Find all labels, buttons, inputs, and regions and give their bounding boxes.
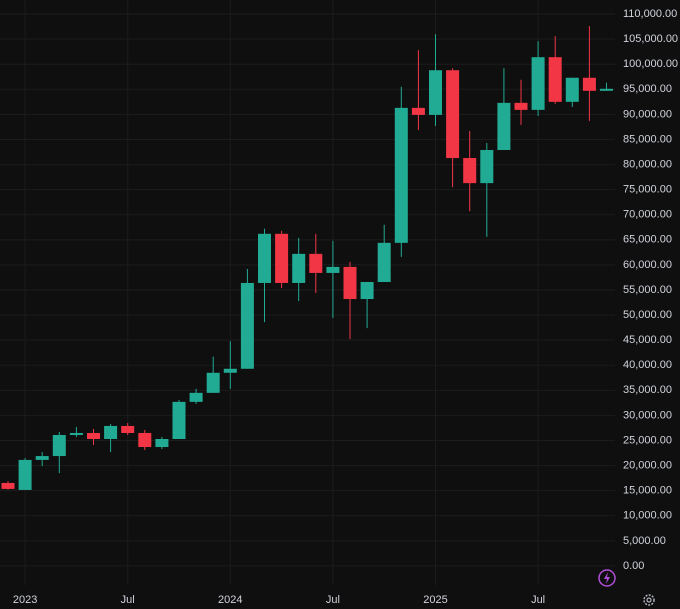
y-tick-label: 10,000.00 (623, 510, 672, 522)
y-tick-label: 30,000.00 (623, 409, 672, 421)
candle-body (138, 432, 152, 448)
candle-body (309, 253, 323, 273)
candle-body (223, 368, 237, 373)
y-tick-label: 75,000.00 (623, 184, 672, 196)
candle-body (104, 425, 118, 440)
candle-body (292, 253, 306, 283)
candle-body (394, 107, 408, 243)
y-tick-label: 0.00 (623, 560, 644, 572)
candle-body (548, 57, 562, 102)
candle-body (69, 432, 83, 435)
x-tick-label: 2025 (423, 594, 447, 606)
candle-body (240, 282, 254, 369)
y-tick-label: 50,000.00 (623, 309, 672, 321)
candle-body (52, 434, 66, 457)
x-tick-label: 2023 (13, 594, 37, 606)
settings-button[interactable] (643, 594, 655, 606)
candle-body (446, 70, 460, 159)
candle-body (463, 158, 477, 184)
candle-body (480, 150, 494, 184)
candle-body (326, 266, 340, 273)
y-tick-label: 95,000.00 (623, 83, 672, 95)
candle-body (172, 401, 186, 440)
candle-body (275, 233, 289, 283)
y-tick-label: 35,000.00 (623, 384, 672, 396)
candle-body (206, 372, 220, 393)
lightning-button[interactable] (598, 569, 616, 587)
candle-body (514, 102, 528, 110)
y-tick-label: 80,000.00 (623, 158, 672, 170)
candle-body (411, 107, 425, 115)
y-tick-label: 90,000.00 (623, 108, 672, 120)
y-tick-label: 65,000.00 (623, 234, 672, 246)
x-tick-label: Jul (531, 594, 545, 606)
y-tick-label: 105,000.00 (623, 33, 678, 45)
candle-body (497, 102, 511, 151)
candle-body (189, 392, 203, 402)
y-tick-label: 110,000.00 (623, 8, 677, 20)
candle-body (1, 482, 15, 489)
candle-body (531, 57, 545, 110)
y-tick-label: 40,000.00 (623, 359, 672, 371)
y-tick-label: 25,000.00 (623, 434, 672, 446)
x-tick-label: 2024 (218, 594, 242, 606)
candle-body (429, 70, 442, 115)
candle-body (35, 456, 49, 460)
candle-body (155, 439, 169, 448)
candle-body (121, 425, 135, 433)
y-tick-label: 5,000.00 (623, 535, 666, 547)
grid (0, 0, 615, 585)
y-tick-label: 70,000.00 (623, 209, 672, 221)
candle-body (565, 77, 579, 102)
y-tick-label: 55,000.00 (623, 284, 672, 296)
x-tick-label: Jul (326, 594, 340, 606)
y-tick-label: 20,000.00 (623, 459, 672, 471)
candle-body (343, 266, 357, 300)
candle-body (18, 459, 32, 490)
candle-body (87, 432, 100, 440)
candle-body (360, 281, 374, 300)
x-tick-label: Jul (121, 594, 135, 606)
y-tick-label: 60,000.00 (623, 259, 672, 271)
candle-body (258, 233, 271, 283)
candle-body (377, 242, 391, 282)
y-tick-label: 85,000.00 (623, 133, 672, 145)
y-tick-label: 45,000.00 (623, 334, 672, 346)
candle-body (582, 77, 596, 91)
y-tick-label: 100,000.00 (623, 58, 678, 70)
y-tick-label: 15,000.00 (623, 485, 672, 497)
candle-body (600, 88, 613, 91)
